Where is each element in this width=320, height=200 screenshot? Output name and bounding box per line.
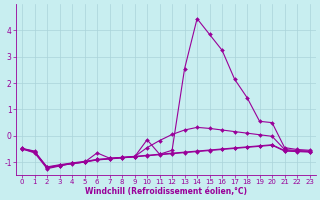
X-axis label: Windchill (Refroidissement éolien,°C): Windchill (Refroidissement éolien,°C) [85, 187, 247, 196]
